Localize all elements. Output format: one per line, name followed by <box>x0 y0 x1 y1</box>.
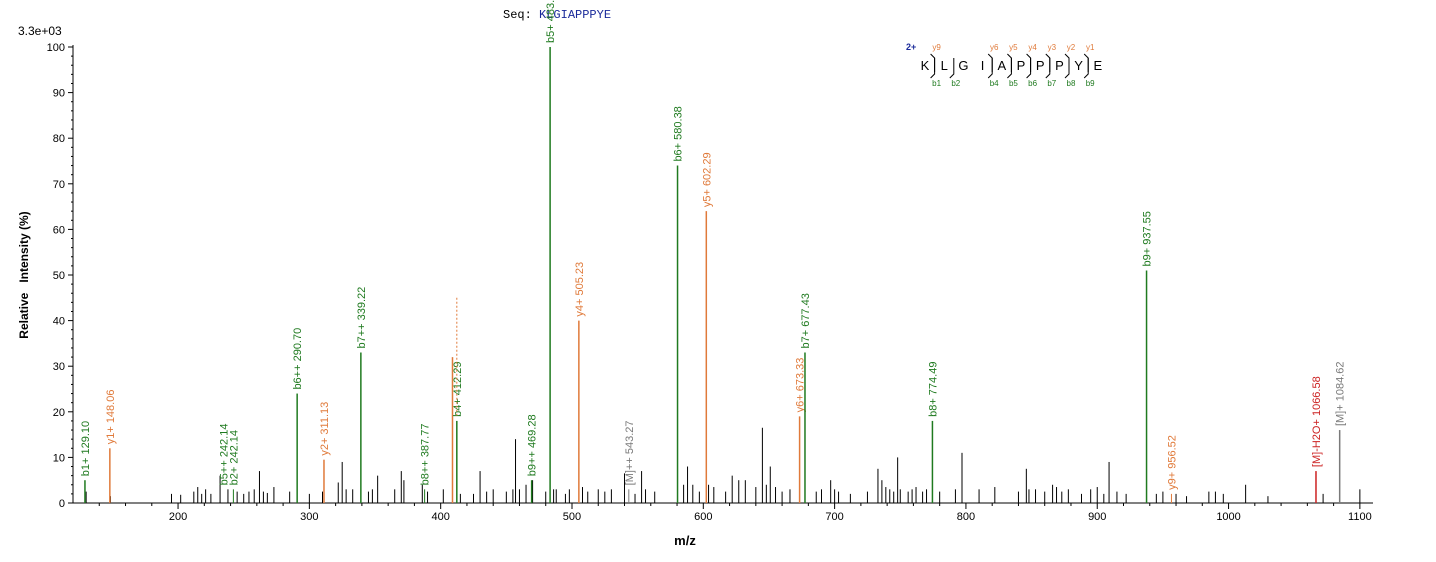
b-ion-marker: b7 <box>1047 79 1056 88</box>
b-ion-bracket <box>1064 58 1070 79</box>
y-ion-marker: y9 <box>932 43 941 52</box>
peak-label: b4+ 412.29 <box>452 362 464 417</box>
peak-label: b2+ 242.14 <box>228 430 240 485</box>
b-ion-bracket <box>1083 58 1089 79</box>
b-ion-bracket <box>1026 58 1032 79</box>
y-tick-label: 0 <box>59 498 65 510</box>
y-ion-marker: y2 <box>1067 43 1076 52</box>
peak-label: b1+ 129.10 <box>80 421 92 476</box>
sequence-residue: I <box>981 58 985 73</box>
peak-label: y1+ 148.06 <box>105 390 117 445</box>
sequence-residue: K <box>921 58 930 73</box>
sequence-charge: 2+ <box>906 42 916 52</box>
y-ion-bracket <box>1007 53 1012 72</box>
y-ion-bracket <box>1026 53 1032 72</box>
y-ion-marker: y3 <box>1048 43 1057 52</box>
sequence-residue: P <box>1036 58 1045 73</box>
b-ion-marker: b4 <box>990 79 999 88</box>
x-tick-label: 800 <box>957 511 975 523</box>
y-ion-marker: y5 <box>1009 43 1018 52</box>
b-ion-bracket <box>987 58 993 79</box>
sequence-residue: E <box>1093 58 1102 73</box>
b-ion-marker: b2 <box>951 79 960 88</box>
y-tick-label: 100 <box>47 42 65 54</box>
y-tick-label: 70 <box>53 179 65 191</box>
peak-label: b5++ 242.14 <box>218 424 230 486</box>
b-ion-marker: b8 <box>1067 79 1076 88</box>
sequence-residue: P <box>1055 58 1064 73</box>
b-ion-marker: b5 <box>1009 79 1018 88</box>
peak-label: [M]++ 543.27 <box>624 420 636 485</box>
peak-label: b7+ 677.43 <box>800 293 812 348</box>
b-ion-marker: b9 <box>1086 79 1095 88</box>
y-tick-label: 90 <box>53 88 65 100</box>
y-tick-label: 80 <box>53 133 65 145</box>
x-tick-label: 200 <box>169 511 187 523</box>
peak-label: y5+ 602.29 <box>701 152 713 207</box>
peak-label: b6+ 580.38 <box>673 106 685 161</box>
y-tick-label: 50 <box>53 270 65 282</box>
sequence-header: Seq: KLGIAPPPYE <box>503 8 611 22</box>
peak-label: y4+ 505.23 <box>574 262 586 317</box>
y-ion-marker: y1 <box>1086 43 1095 52</box>
peak-label: y6+ 673.33 <box>795 358 807 413</box>
y-axis-label: Relative Intensity (%) <box>17 211 31 338</box>
y-ion-marker: y4 <box>1028 43 1037 52</box>
sequence-label: Seq: <box>503 8 532 22</box>
sequence-residue: P <box>1017 58 1026 73</box>
y-ion-bracket <box>1064 53 1070 72</box>
peak-label: y2+ 311.13 <box>319 402 331 456</box>
peak-label: [M]+ 1084.62 <box>1335 362 1347 427</box>
y-ion-bracket <box>1083 53 1089 72</box>
peak-label: b9+ 937.55 <box>1142 211 1154 266</box>
x-tick-label: 500 <box>563 511 581 523</box>
b-ion-bracket <box>1007 58 1012 79</box>
x-axis-label: m/z <box>674 533 696 548</box>
sequence-residue: G <box>958 58 968 73</box>
sequence-residue: L <box>941 58 948 73</box>
x-tick-label: 900 <box>1088 511 1106 523</box>
peak-label: b6++ 290.70 <box>292 328 304 390</box>
x-tick-label: 300 <box>300 511 318 523</box>
x-tick-label: 1000 <box>1216 511 1240 523</box>
peak-label: b5+ 483.33 <box>545 0 557 43</box>
y-tick-label: 10 <box>53 452 65 464</box>
b-ion-marker: b6 <box>1028 79 1037 88</box>
peak-label: b7++ 339.22 <box>356 287 368 349</box>
y-tick-label: 20 <box>53 407 65 419</box>
y-ion-bracket <box>987 53 993 72</box>
peak-label: b9++ 469.28 <box>527 414 539 476</box>
y-tick-label: 40 <box>53 316 65 328</box>
y-ion-bracket <box>1045 53 1051 72</box>
b-ion-bracket <box>1045 58 1051 79</box>
peak-label: [M]-H2O+ 1066.58 <box>1311 376 1323 467</box>
b-ion-bracket <box>930 58 936 79</box>
peak-label: y9+ 956.52 <box>1166 435 1178 490</box>
y-tick-label: 30 <box>53 361 65 373</box>
y-tick-label: 60 <box>53 224 65 236</box>
x-tick-label: 400 <box>431 511 449 523</box>
sequence-value: KLGIAPPPYE <box>539 8 612 22</box>
sequence-residue: A <box>997 58 1006 73</box>
x-tick-label: 600 <box>694 511 712 523</box>
y-ion-bracket <box>930 53 936 72</box>
y-ion-marker: y6 <box>990 43 999 52</box>
x-tick-label: 700 <box>825 511 843 523</box>
peak-label: b8++ 387.77 <box>420 424 432 486</box>
b-ion-bracket <box>949 58 955 79</box>
x-tick-label: 1100 <box>1348 511 1372 523</box>
peak-label: b8+ 774.49 <box>927 362 939 417</box>
b-ion-marker: b1 <box>932 79 941 88</box>
intensity-scale-label: 3.3e+03 <box>18 24 62 38</box>
sequence-residue: Y <box>1074 58 1083 73</box>
